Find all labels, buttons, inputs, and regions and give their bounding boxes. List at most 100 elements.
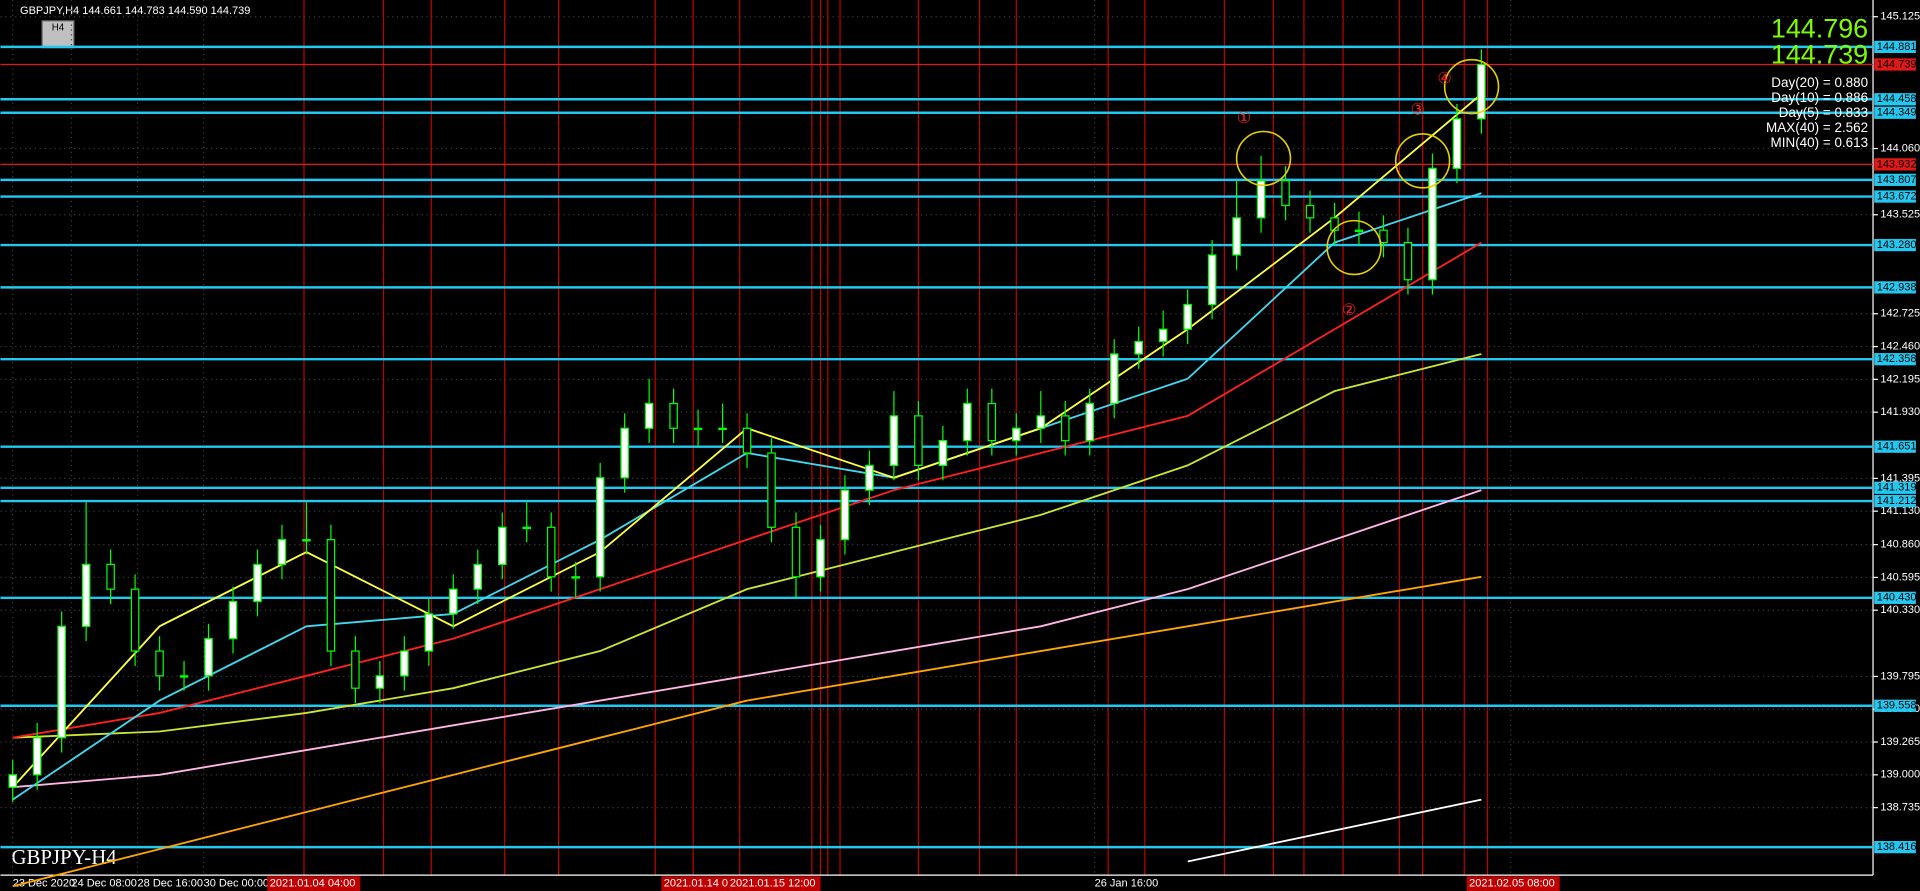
candle-body xyxy=(693,427,703,431)
level-tag xyxy=(1874,699,1916,712)
level-label: 143.672 xyxy=(1877,190,1917,202)
timeframe-button[interactable] xyxy=(41,20,75,49)
candle-body xyxy=(1256,180,1266,219)
y-tick-label: 139.000 xyxy=(1880,769,1920,781)
candle-body xyxy=(1428,167,1437,281)
moving-average xyxy=(12,241,1482,739)
candle-body xyxy=(1134,341,1143,355)
candle-body xyxy=(375,675,385,689)
level-label: 139.558 xyxy=(1877,700,1917,712)
candle-body xyxy=(424,613,434,652)
y-tick-label: 142.460 xyxy=(1880,340,1920,352)
level-tag xyxy=(1874,238,1916,252)
annotation: ④ xyxy=(1438,70,1452,87)
y-tick-label: 145.125 xyxy=(1880,11,1920,23)
indicator-text: Day(20) = 0.880 xyxy=(1771,75,1868,90)
annotation: ① xyxy=(1237,110,1251,127)
highlight-circle xyxy=(1443,58,1500,115)
level-label: 142.938 xyxy=(1877,281,1917,293)
event-tick-label: 2021.01.04 04:00 xyxy=(270,878,356,890)
y-tick-label: 144.060 xyxy=(1880,142,1920,154)
candle-body xyxy=(1354,229,1364,233)
y-tick-label: 139.795 xyxy=(1880,670,1920,682)
indicator-text: Day(5) = 0.833 xyxy=(1779,105,1868,120)
candle-body xyxy=(179,675,189,678)
y-tick-label: 141.130 xyxy=(1880,505,1920,517)
level-label: 143.932 xyxy=(1877,158,1917,170)
candle-body xyxy=(497,526,507,566)
candle-body xyxy=(228,600,238,640)
level-label: 141.651 xyxy=(1877,441,1917,453)
candle-body xyxy=(351,650,360,689)
timeframe-label[interactable]: H4 xyxy=(52,23,65,34)
annotation: ② xyxy=(1342,302,1356,319)
candle-body xyxy=(644,402,654,429)
y-tick-label: 142.195 xyxy=(1880,373,1920,385)
candle-body xyxy=(1085,402,1095,442)
level-label: 141.212 xyxy=(1877,495,1917,507)
candle-body xyxy=(326,539,336,652)
moving-average xyxy=(1187,798,1482,863)
candle-body xyxy=(449,588,458,615)
level-tag xyxy=(1874,281,1916,294)
candle-body xyxy=(1109,353,1119,405)
level-label: 141.319 xyxy=(1877,482,1917,494)
candle-body xyxy=(204,638,213,677)
candle-body xyxy=(1403,241,1413,281)
level-label: 144.349 xyxy=(1877,107,1917,119)
level-label: 138.416 xyxy=(1877,841,1917,853)
x-tick-label: 30 Dec 00:00 xyxy=(204,878,269,890)
level-label: 142.358 xyxy=(1877,353,1917,365)
y-tick-label: 139.265 xyxy=(1880,736,1920,748)
y-tick-label: 140.330 xyxy=(1880,604,1920,616)
candle-body xyxy=(889,415,899,467)
candle-body xyxy=(1379,229,1388,244)
x-tick-label: 23 Dec 2020 xyxy=(13,878,75,890)
indicator-text: Day(10) = 0.886 xyxy=(1771,90,1868,105)
level-tag xyxy=(1874,40,1916,54)
candle-body xyxy=(1036,415,1046,429)
level-label: 140.430 xyxy=(1877,592,1917,604)
highlight-circle xyxy=(1235,130,1292,187)
level-tag xyxy=(1874,106,1916,119)
candle-body xyxy=(522,526,532,530)
level-tag xyxy=(1874,190,1916,203)
candle-body xyxy=(595,477,605,578)
event-tick-label: 2021.01.14 04:00 xyxy=(664,878,750,890)
candle-body xyxy=(1183,303,1192,330)
candle-body xyxy=(302,539,311,542)
candle-body xyxy=(130,588,140,652)
candle-body xyxy=(155,650,164,677)
candle-body xyxy=(253,563,262,603)
indicator-text: MAX(40) = 2.562 xyxy=(1766,120,1868,135)
bid-price: 144.796 xyxy=(1771,14,1868,44)
candle-body xyxy=(767,452,776,528)
candle-body xyxy=(1305,204,1315,219)
candle-body xyxy=(963,402,972,442)
candle-body xyxy=(571,576,580,579)
level-label: 143.280 xyxy=(1877,239,1917,251)
candle-body xyxy=(81,563,91,627)
candle-body xyxy=(938,440,948,467)
candle-body xyxy=(840,489,850,541)
event-tick-label: 2021.02.05 08:00 xyxy=(1469,878,1555,890)
candle-body xyxy=(473,563,483,590)
level-tag xyxy=(1874,158,1916,171)
indicator-text: MIN(40) = 0.613 xyxy=(1771,135,1869,150)
candle-body xyxy=(106,563,115,590)
x-tick-label: 26 Jan 16:00 xyxy=(1095,878,1159,890)
candle-body xyxy=(400,650,409,677)
candle-body xyxy=(742,427,752,454)
y-tick-label: 140.860 xyxy=(1880,539,1920,551)
candle-body xyxy=(1060,415,1070,442)
level-label: 144.458 xyxy=(1877,93,1917,105)
x-tick-label: 24 Dec 08:00 xyxy=(71,878,136,890)
candle-body xyxy=(620,427,629,479)
y-tick-label: 143.525 xyxy=(1880,209,1920,221)
moving-average xyxy=(12,575,1482,888)
moving-average xyxy=(12,353,1482,739)
annotation: ③ xyxy=(1411,101,1425,118)
y-tick-label: 140.595 xyxy=(1880,571,1920,583)
level-tag xyxy=(1874,494,1916,508)
